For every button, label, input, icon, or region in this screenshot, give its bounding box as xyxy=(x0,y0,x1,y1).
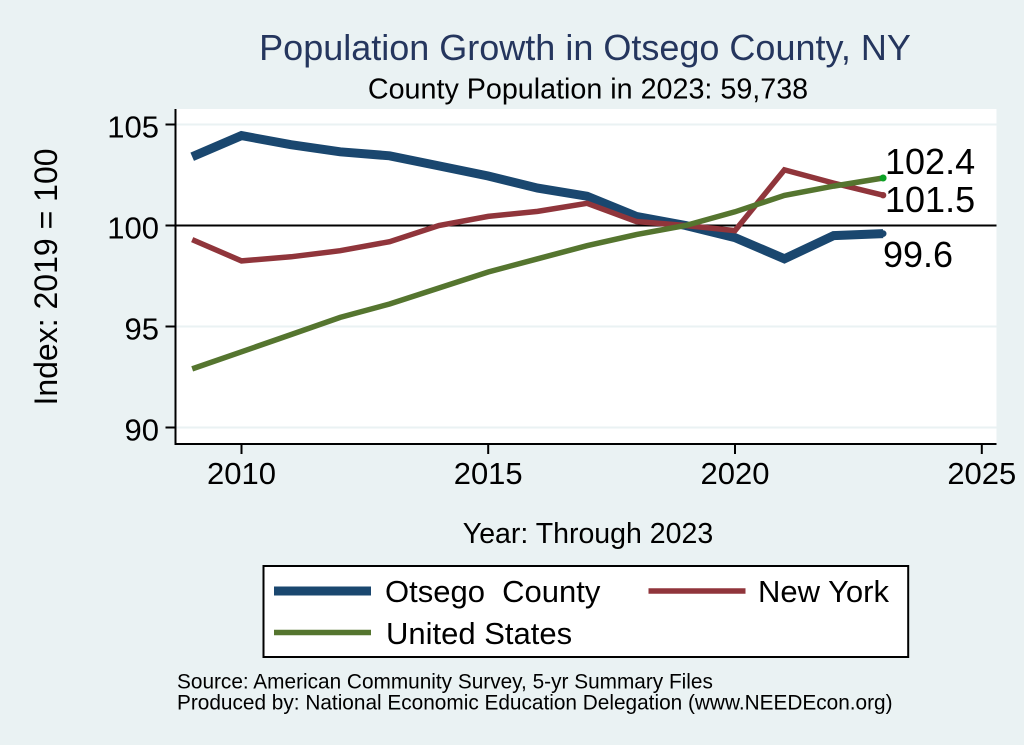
svg-text:United States: United States xyxy=(386,616,572,651)
svg-text:2010: 2010 xyxy=(207,456,276,491)
svg-text:New York: New York xyxy=(758,574,889,609)
svg-text:95: 95 xyxy=(125,312,159,347)
svg-text:Population Growth in Otsego Co: Population Growth in Otsego County, NY xyxy=(259,27,911,68)
svg-text:105: 105 xyxy=(107,110,159,145)
svg-text:Index: 2019 = 100: Index: 2019 = 100 xyxy=(28,148,64,405)
svg-text:90: 90 xyxy=(125,413,159,448)
svg-text:101.5: 101.5 xyxy=(885,179,975,220)
svg-text:Source: American Community Sur: Source: American Community Survey, 5-yr … xyxy=(177,671,713,694)
svg-text:100: 100 xyxy=(107,211,159,246)
svg-text:Year: Through 2023: Year: Through 2023 xyxy=(463,518,713,550)
svg-text:County Population in 2023: 59,: County Population in 2023: 59,738 xyxy=(368,74,808,106)
svg-text:102.4: 102.4 xyxy=(885,141,975,182)
svg-text:2015: 2015 xyxy=(454,456,523,491)
svg-text:99.6: 99.6 xyxy=(883,234,953,275)
svg-text:2020: 2020 xyxy=(701,456,770,491)
svg-text:2025: 2025 xyxy=(947,456,1016,491)
svg-text:Produced by: National Economic: Produced by: National Economic Education… xyxy=(177,692,893,715)
svg-text:Otsego County: Otsego County xyxy=(385,574,601,609)
